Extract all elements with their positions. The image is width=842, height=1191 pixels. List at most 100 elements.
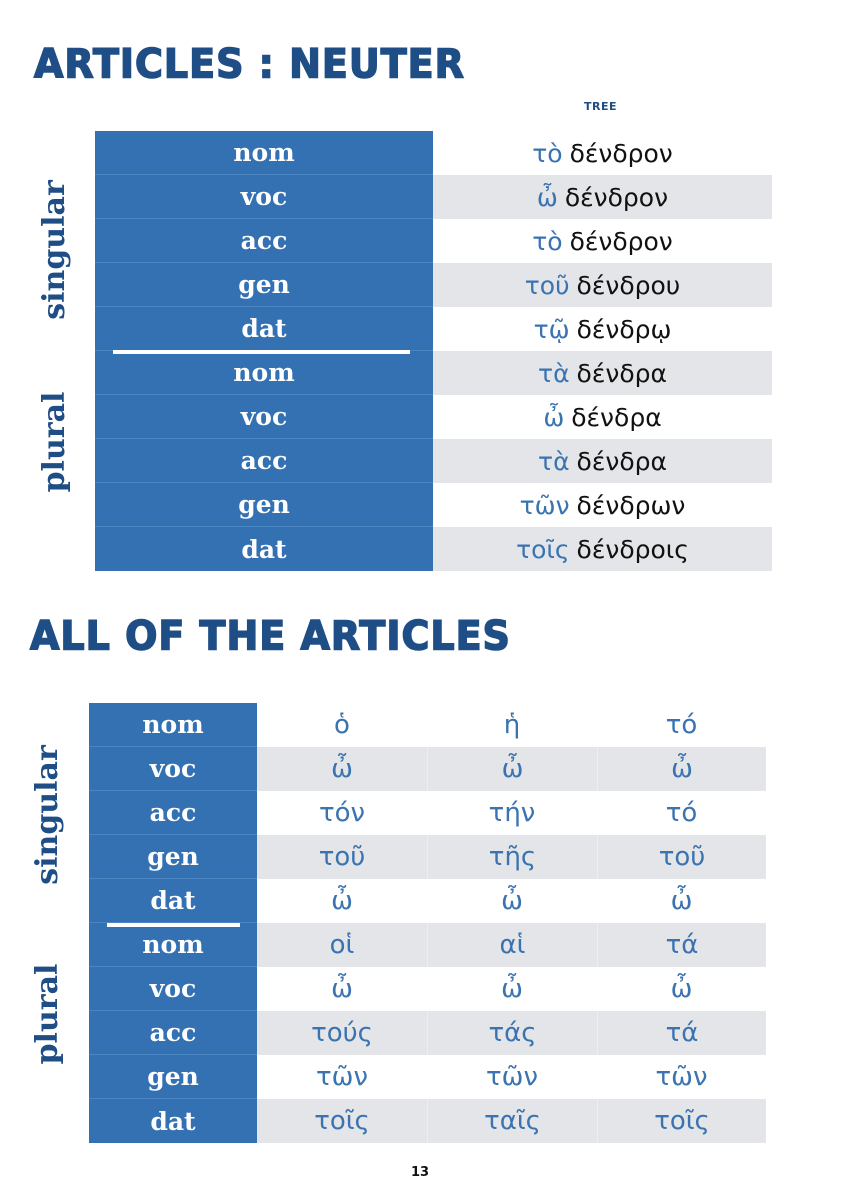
all-articles-table: nom ὁ ἡ τό voc ὦ ὦ ὦ acc τόν τήν τό gen … (89, 703, 766, 1143)
article-form: τὰ (538, 446, 570, 476)
singular-plural-divider (107, 923, 240, 927)
case-label: nom (95, 131, 433, 175)
column-header-tree: TREE (584, 100, 618, 113)
case-label: voc (95, 395, 433, 439)
side-label-singular: singular (37, 180, 72, 320)
table-row: voc ὦ δένδρα (95, 395, 772, 439)
noun-form: δένδρῳ (576, 314, 672, 344)
side-label-plural: plural (37, 391, 72, 493)
case-label: nom (89, 923, 257, 967)
case-label: gen (95, 263, 433, 307)
case-label: voc (89, 967, 257, 1011)
case-label: gen (95, 483, 433, 527)
table-row: voc ὦ ὦ ὦ (89, 967, 766, 1011)
table-row: dat ὦ ὦ ὦ (89, 879, 766, 923)
form-cell: τὸ δένδρον (433, 131, 772, 175)
table-row: dat τοῖς ταῖς τοῖς (89, 1099, 766, 1143)
masculine-cell: οἱ (257, 923, 427, 967)
case-label: gen (89, 1055, 257, 1099)
masculine-cell: ὁ (334, 710, 350, 740)
neuter-cell: τό (665, 798, 698, 828)
section-title-neuter: Articles : Neuter (33, 40, 465, 88)
feminine-cell: τῆς (427, 835, 597, 879)
table-row: nom ὁ ἡ τό (89, 703, 766, 747)
masculine-cell: τούς (257, 1011, 427, 1055)
masculine-cell: τῶν (316, 1062, 368, 1092)
noun-form: δένδροις (576, 534, 689, 564)
case-label: dat (95, 527, 433, 571)
side-label-singular: singular (30, 745, 65, 885)
form-cell: τὰ δένδρα (433, 351, 772, 395)
table-row: gen τοῦ τῆς τοῦ (89, 835, 766, 879)
masculine-cell: ὦ (257, 747, 427, 791)
form-cell: τοῖς δένδροις (433, 527, 772, 571)
feminine-cell: ἡ (503, 710, 521, 740)
neuter-declension-table: nom τὸ δένδρον voc ὦ δένδρον acc τὸ δένδρον… (95, 131, 772, 571)
feminine-cell: ταῖς (427, 1099, 597, 1143)
form-cell: ὦ δένδρον (433, 175, 772, 219)
table-row: dat τοῖς δένδροις (95, 527, 772, 571)
form-cell: τῷ δένδρῳ (433, 307, 772, 351)
article-form: τοῖς (516, 534, 570, 564)
case-label: dat (89, 879, 257, 923)
masculine-cell: τοῖς (257, 1099, 427, 1143)
form-cell: τοῦ δένδρου (433, 263, 772, 307)
feminine-cell: ὦ (501, 886, 523, 916)
feminine-cell: τάς (427, 1011, 597, 1055)
article-form: ὦ (543, 402, 565, 432)
feminine-cell: αἱ (427, 923, 597, 967)
case-label: acc (89, 1011, 257, 1055)
article-form: τῶν (519, 490, 570, 520)
table-row: nom τὰ δένδρα (95, 351, 772, 395)
table-row: gen τοῦ δένδρου (95, 263, 772, 307)
table-row: dat τῷ δένδρῳ (95, 307, 772, 351)
form-cell: τῶν δένδρων (433, 483, 772, 527)
table-row: acc τόν τήν τό (89, 791, 766, 835)
noun-form: δένδρον (569, 226, 673, 256)
noun-form: δένδρα (576, 446, 667, 476)
form-cell: ὦ δένδρα (433, 395, 772, 439)
neuter-cell: τοῖς (597, 1099, 766, 1143)
case-label: voc (89, 747, 257, 791)
article-form: ὦ (536, 182, 558, 212)
side-label-plural: plural (30, 963, 65, 1065)
masculine-cell: ὦ (331, 886, 353, 916)
feminine-cell: ὦ (427, 747, 597, 791)
neuter-cell: ὦ (670, 886, 693, 916)
neuter-cell: ὦ (597, 747, 766, 791)
masculine-cell: τοῦ (257, 835, 427, 879)
masculine-cell: τόν (318, 798, 366, 828)
section-title-all-articles: All of the Articles (29, 612, 511, 660)
noun-form: δένδρα (576, 358, 667, 388)
case-label: gen (89, 835, 257, 879)
noun-form: δένδρου (576, 270, 681, 300)
table-row: acc τὰ δένδρα (95, 439, 772, 483)
form-cell: τὸ δένδρον (433, 219, 772, 263)
neuter-cell: τό (665, 710, 698, 740)
table-row: gen τῶν δένδρων (95, 483, 772, 527)
feminine-cell: τῶν (486, 1062, 538, 1092)
noun-form: δένδρα (571, 402, 662, 432)
noun-form: δένδρων (576, 490, 686, 520)
table-row: voc ὦ δένδρον (95, 175, 772, 219)
form-cell: τὰ δένδρα (433, 439, 772, 483)
masculine-cell: ὦ (331, 974, 353, 1004)
case-label: voc (95, 175, 433, 219)
table-row: voc ὦ ὦ ὦ (89, 747, 766, 791)
case-label: acc (95, 439, 433, 483)
noun-form: δένδρον (564, 182, 669, 212)
case-label: acc (95, 219, 433, 263)
table-row: nom οἱ αἱ τά (89, 923, 766, 967)
neuter-cell: τά (597, 923, 766, 967)
case-label: nom (95, 351, 433, 395)
feminine-cell: ὦ (501, 974, 523, 1004)
neuter-cell: ὦ (670, 974, 693, 1004)
article-form: τὸ (532, 226, 563, 256)
table-row: nom τὸ δένδρον (95, 131, 772, 175)
case-label: dat (89, 1099, 257, 1143)
table-row: gen τῶν τῶν τῶν (89, 1055, 766, 1099)
case-label: nom (89, 703, 257, 747)
article-form: τὰ (538, 358, 570, 388)
case-label: acc (89, 791, 257, 835)
case-label: dat (95, 307, 433, 351)
